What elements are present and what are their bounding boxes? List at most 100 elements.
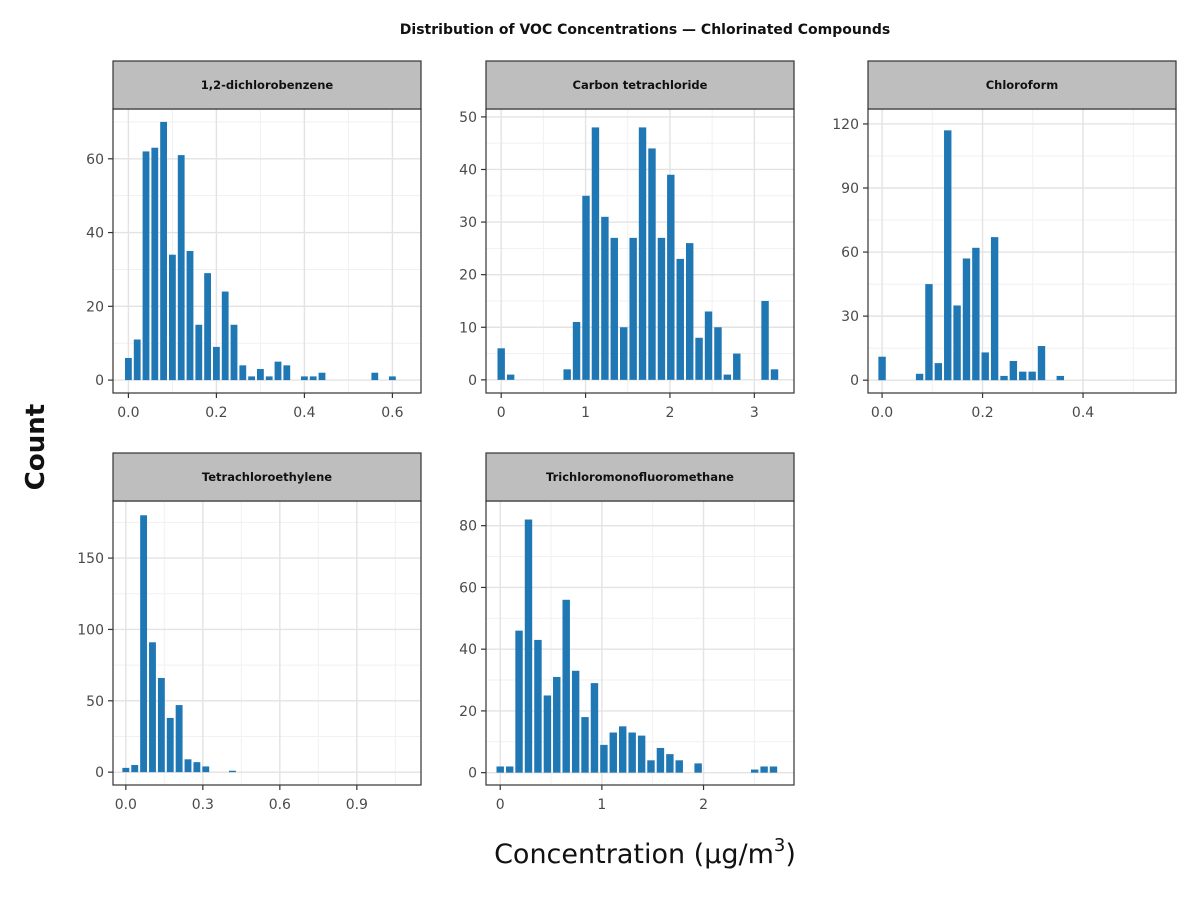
histogram-bar — [571, 670, 580, 773]
histogram-bar — [524, 519, 533, 773]
facet-panel: 1,2-dichlorobenzene 0.0 0.2 0.4 0.6 0 20 40 60 — [86, 60, 422, 421]
facet-strip-label: Carbon tetrachloride — [573, 78, 708, 92]
histogram-bar — [389, 376, 396, 381]
histogram-bar — [600, 744, 608, 773]
histogram-bar — [620, 327, 628, 380]
histogram-bar — [972, 247, 980, 381]
y-tick-label: 60 — [459, 580, 477, 596]
histogram-bar — [202, 766, 210, 773]
histogram-bar — [581, 717, 589, 773]
y-tick-label: 30 — [841, 309, 859, 325]
histogram-bar — [543, 695, 552, 773]
histogram-bar — [142, 151, 150, 381]
histogram-bar — [1028, 371, 1036, 381]
x-axis-title: Concentration (μg/m3) — [494, 835, 796, 870]
x-tick-label: 0.0 — [871, 405, 893, 421]
histogram-bar — [981, 352, 989, 381]
y-tick-label: 60 — [841, 245, 859, 261]
histogram-bar — [186, 251, 194, 381]
histogram-bar — [1056, 375, 1064, 381]
histogram-bar — [582, 195, 590, 380]
histogram-bar — [601, 216, 609, 380]
histogram-bar — [590, 683, 599, 773]
x-tick-label: 0.0 — [117, 405, 139, 421]
chart-title: Distribution of VOC Concentrations — Chl… — [400, 22, 890, 38]
histogram-bar — [283, 365, 291, 381]
histogram-bar — [770, 369, 779, 380]
histogram-bar — [733, 353, 741, 380]
histogram-bar — [723, 374, 732, 380]
histogram-bar — [553, 676, 561, 773]
histogram-bar — [667, 174, 675, 380]
histogram-bar — [131, 765, 139, 773]
histogram-bar — [496, 766, 504, 773]
histogram-bar — [1019, 371, 1027, 381]
histogram-bar — [177, 155, 185, 381]
histogram-bar — [505, 766, 514, 773]
histogram-bar — [685, 243, 694, 380]
histogram-bar — [953, 305, 961, 381]
histogram-bar — [125, 357, 132, 381]
histogram-bar — [274, 361, 282, 381]
y-tick-label: 0 — [468, 766, 477, 782]
y-tick-label: 0 — [468, 373, 477, 389]
histogram-bar — [122, 767, 130, 773]
x-tick-label: 0.6 — [269, 797, 291, 813]
facet-strip-label: Chloroform — [986, 78, 1059, 92]
histogram-bar — [666, 754, 674, 773]
histogram-bar — [151, 147, 159, 381]
y-tick-label: 10 — [459, 320, 477, 336]
histogram-bar — [140, 515, 148, 773]
histogram-bar — [1037, 346, 1046, 381]
y-tick-label: 0 — [850, 373, 859, 389]
histogram-bar — [157, 677, 165, 773]
histogram-bar — [934, 363, 943, 381]
y-tick-label: 90 — [841, 181, 859, 197]
histogram-bar — [750, 769, 759, 773]
x-axis-title-superscript: 3 — [774, 835, 785, 856]
histogram-bar — [638, 127, 647, 380]
histogram-bar — [184, 759, 192, 773]
y-tick-label: 120 — [832, 117, 859, 133]
x-tick-label: 1 — [597, 797, 606, 813]
facet-strip-label: Tetrachloroethylene — [202, 470, 332, 484]
facet-strip — [112, 452, 422, 502]
histogram-bar — [990, 237, 999, 381]
x-tick-label: 0 — [497, 405, 506, 421]
histogram-bar — [265, 376, 273, 381]
histogram-bar — [239, 365, 247, 381]
histogram-bar — [676, 258, 684, 380]
histogram-bar — [609, 732, 617, 773]
y-tick-label: 40 — [459, 642, 477, 658]
histogram-bar — [133, 339, 141, 381]
y-tick-label: 20 — [459, 268, 477, 284]
histogram-bar — [695, 337, 703, 380]
x-tick-label: 0.4 — [1072, 405, 1094, 421]
facet-strip-label: Trichloromonofluoromethane — [546, 470, 734, 484]
facet-strip — [485, 452, 795, 502]
histogram-bar — [193, 762, 201, 773]
histogram-bar — [248, 376, 255, 381]
histogram-bar — [675, 760, 683, 773]
histogram-bar — [572, 322, 581, 380]
histogram-bar — [309, 376, 317, 381]
histogram-bar — [221, 291, 229, 381]
histogram-bar — [175, 705, 183, 773]
x-tick-label: 0.6 — [381, 405, 403, 421]
histogram-bar — [591, 127, 600, 380]
y-tick-label: 40 — [459, 162, 477, 178]
histogram-bar — [769, 766, 778, 773]
x-tick-label: 0.3 — [192, 797, 214, 813]
histogram-bar — [714, 327, 722, 380]
y-tick-label: 50 — [459, 110, 477, 126]
plot-background — [868, 109, 1176, 393]
histogram-bar — [301, 376, 308, 381]
histogram-bar — [962, 258, 971, 381]
histogram-bar — [944, 130, 952, 381]
histogram-bar — [925, 284, 933, 381]
x-tick-label: 0.9 — [346, 797, 368, 813]
y-tick-label: 20 — [459, 704, 477, 720]
histogram-bar — [160, 121, 167, 381]
